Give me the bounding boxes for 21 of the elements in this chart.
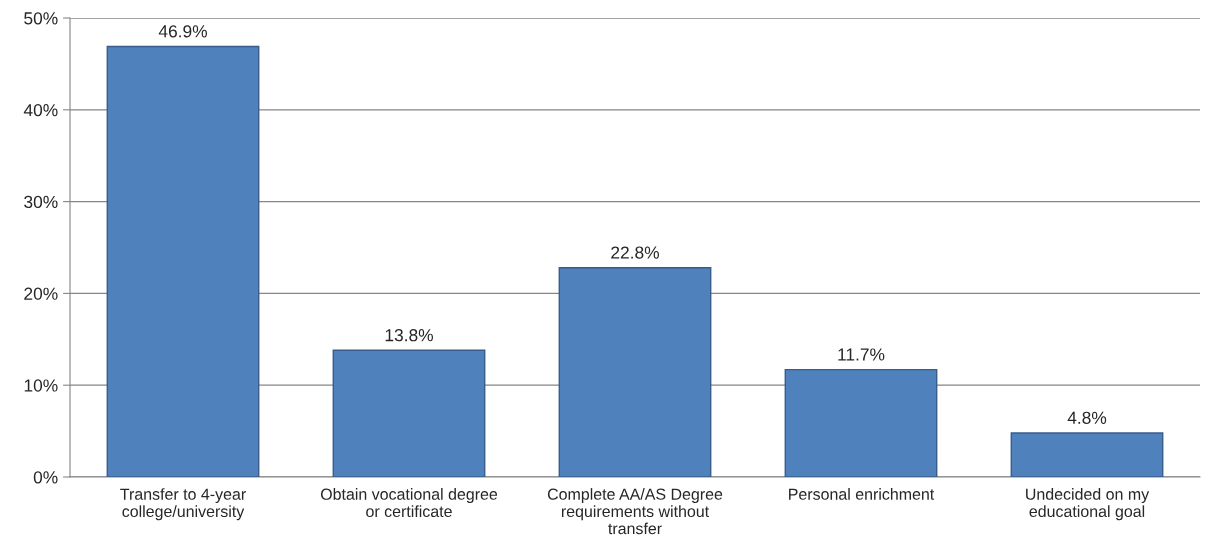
- bar: [332, 349, 486, 477]
- x-tick-label: Obtain vocational degree or certificate: [320, 488, 498, 518]
- x-tick-label: Transfer to 4-year college/university: [120, 488, 246, 521]
- x-tick-label: Complete AA/AS Degree requirements without transfer: [547, 488, 723, 535]
- y-tick-label: 20%: [24, 287, 58, 300]
- bar: [558, 267, 712, 477]
- bar: [106, 45, 260, 477]
- y-tick-label: 40%: [23, 103, 58, 117]
- y-tick-label: 0%: [33, 471, 58, 484]
- x-tick-label: Undecided on my educational goal: [1026, 488, 1150, 521]
- data-label: 46.9%: [158, 25, 207, 38]
- data-label: 13.8%: [385, 329, 433, 342]
- data-label: 4.8%: [1067, 411, 1107, 424]
- y-tick-label: 30%: [24, 195, 58, 209]
- bar: [784, 368, 938, 477]
- y-tick-label: 10%: [24, 379, 58, 392]
- data-label: 22.8%: [611, 246, 659, 259]
- y-tick-label: 50%: [24, 12, 58, 25]
- x-tick-label: Personal enrichment: [789, 488, 935, 500]
- data-label: 11.7%: [838, 348, 885, 361]
- bar: [1010, 432, 1164, 477]
